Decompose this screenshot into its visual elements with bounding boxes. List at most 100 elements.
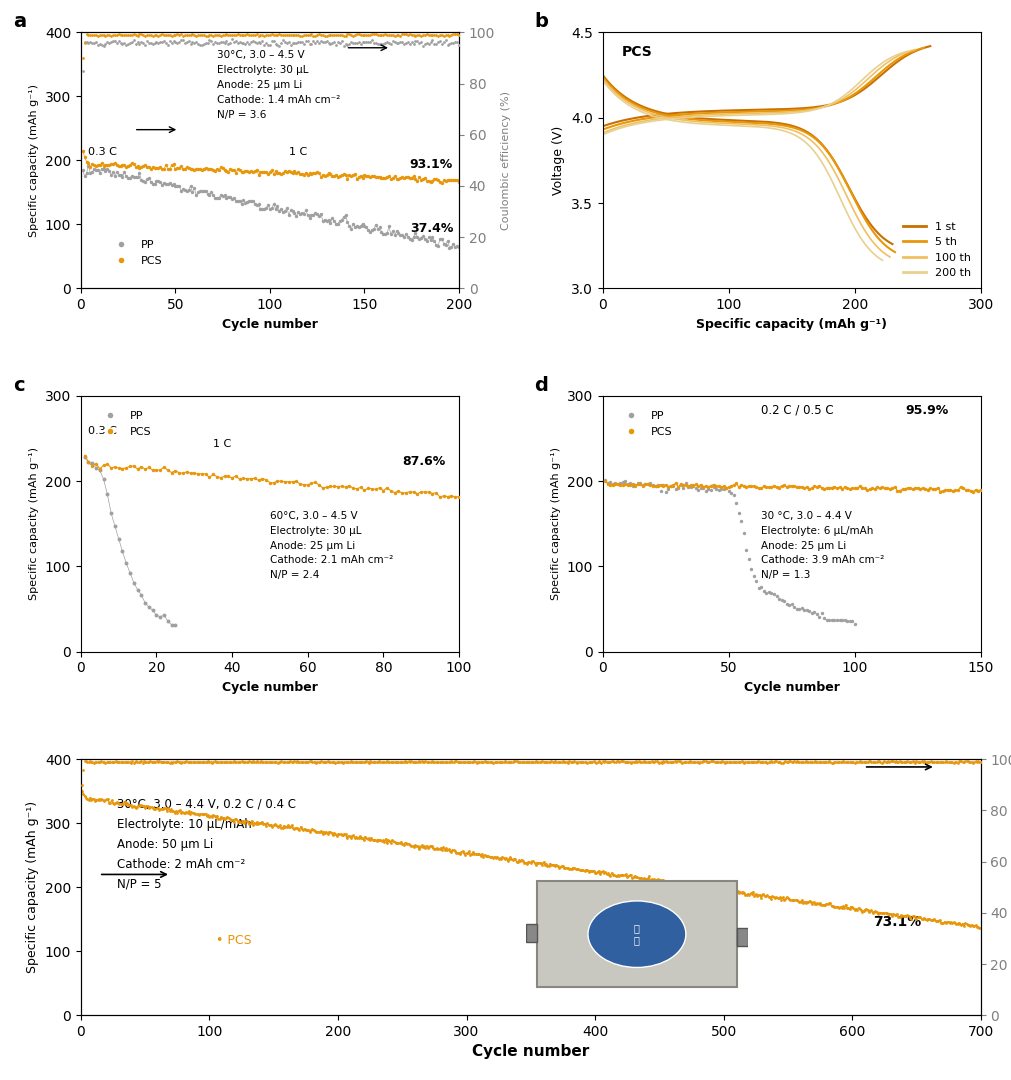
Point <box>950 753 967 770</box>
Point <box>419 26 435 43</box>
Point <box>570 754 586 771</box>
Point <box>736 754 752 771</box>
Point <box>241 192 257 210</box>
Point <box>364 31 380 49</box>
Point <box>163 754 179 771</box>
Point <box>593 863 610 880</box>
Point <box>303 206 319 224</box>
Point <box>80 35 96 52</box>
Point <box>807 752 823 769</box>
Point <box>646 870 662 888</box>
Point <box>241 27 257 44</box>
Point <box>216 468 233 485</box>
Point <box>654 754 670 771</box>
Point <box>519 855 535 873</box>
Point <box>334 211 350 228</box>
Point <box>388 171 404 188</box>
Point <box>375 225 391 242</box>
Point <box>396 26 412 43</box>
Point <box>523 854 539 872</box>
Point <box>313 753 330 770</box>
Point <box>712 753 728 770</box>
Point <box>143 26 159 43</box>
Point <box>110 530 126 548</box>
Point <box>415 37 431 54</box>
Point <box>497 850 514 867</box>
Point <box>811 753 827 770</box>
Point <box>353 36 369 53</box>
Point <box>617 867 633 885</box>
Point <box>702 878 718 895</box>
Point <box>175 31 191 49</box>
Point <box>537 856 553 874</box>
Point <box>332 825 348 842</box>
Point <box>271 38 287 55</box>
Point <box>403 837 420 854</box>
Point <box>966 483 982 500</box>
Point <box>258 471 274 488</box>
Point <box>798 894 814 912</box>
Point <box>94 154 110 172</box>
Point <box>196 183 212 200</box>
Point <box>333 753 349 770</box>
Point <box>103 166 119 184</box>
Point <box>679 753 696 770</box>
Point <box>343 167 359 185</box>
Point <box>75 63 91 80</box>
Point <box>916 909 932 927</box>
Point <box>914 910 930 928</box>
Point <box>772 753 789 770</box>
Y-axis label: Specific capacity (mAh g⁻¹): Specific capacity (mAh g⁻¹) <box>29 84 39 237</box>
Point <box>758 584 774 602</box>
Point <box>225 161 242 178</box>
Point <box>767 753 784 770</box>
Point <box>425 754 441 771</box>
Point <box>753 480 769 497</box>
Point <box>548 856 564 874</box>
Point <box>941 754 957 771</box>
Point <box>292 754 308 771</box>
Point <box>784 754 800 771</box>
Point <box>834 754 850 771</box>
Point <box>746 888 762 905</box>
Point <box>699 880 715 897</box>
Point <box>332 35 348 52</box>
Point <box>864 480 881 497</box>
Point <box>352 753 368 770</box>
Point <box>258 816 274 834</box>
Point <box>822 754 838 771</box>
Point <box>190 35 206 52</box>
Point <box>383 26 399 43</box>
Point <box>205 28 221 45</box>
Point <box>92 462 108 480</box>
Point <box>837 753 853 770</box>
Point <box>345 35 361 52</box>
Point <box>309 163 326 180</box>
Point <box>375 482 391 499</box>
Point <box>432 32 448 50</box>
Point <box>968 481 984 498</box>
Point <box>373 26 389 43</box>
Point <box>233 754 249 771</box>
Point <box>266 165 282 183</box>
Point <box>222 188 239 205</box>
Point <box>262 816 278 834</box>
Point <box>880 753 896 770</box>
Point <box>447 172 463 189</box>
Point <box>680 875 697 892</box>
Point <box>160 26 176 43</box>
Text: PCS: PCS <box>622 45 652 59</box>
Point <box>281 26 297 43</box>
Point <box>284 816 300 834</box>
Point <box>930 913 946 930</box>
Point <box>316 27 333 44</box>
Point <box>84 789 100 807</box>
Point <box>430 238 446 255</box>
Point <box>146 754 162 771</box>
Point <box>816 609 832 626</box>
Point <box>920 753 936 770</box>
Point <box>254 470 270 487</box>
Point <box>127 168 144 186</box>
Point <box>210 189 226 206</box>
Point <box>429 484 445 501</box>
